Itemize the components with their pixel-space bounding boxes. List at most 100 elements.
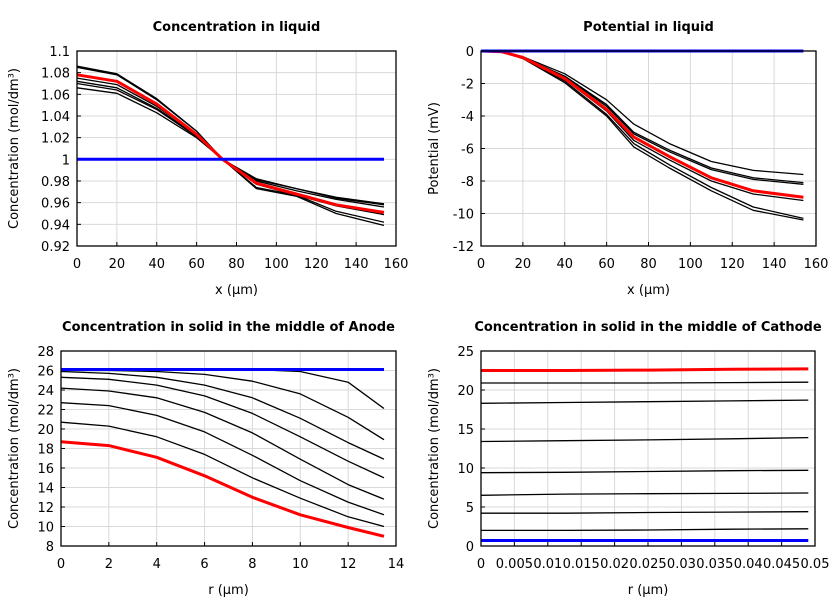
- x-tick-label: 6: [200, 557, 208, 572]
- x-tick-label: 160: [804, 257, 829, 272]
- x-tick-label: 0: [57, 557, 65, 572]
- series-line: [480, 399, 809, 404]
- y-tick-label: 1: [62, 153, 70, 168]
- x-tick-label: 0.05: [801, 557, 830, 572]
- y-tick-label: 16: [37, 462, 54, 477]
- x-tick-label: 4: [153, 557, 161, 572]
- chart-0: 0 20 40 60 80 100 120 140 160 0.92 0.94 0.96 0.98 1 1.…: [7, 20, 408, 298]
- y-tick-label: 20: [457, 384, 474, 399]
- x-tick-label: 0.035: [696, 557, 733, 572]
- x-tick-label: 140: [344, 257, 369, 272]
- x-tick-label: 0.04: [734, 557, 763, 572]
- x-tick-label: 14: [388, 557, 405, 572]
- y-tick-label: 0.94: [41, 218, 70, 233]
- x-tick-label: 0.025: [629, 557, 666, 572]
- y-tick-label: 22: [37, 404, 54, 419]
- series-line: [481, 511, 809, 514]
- series-line: [76, 77, 385, 208]
- series-line: [481, 381, 809, 384]
- chart-title: Concentration in liquid: [153, 20, 321, 35]
- series-line: [481, 528, 809, 532]
- x-tick-label: 0.02: [600, 557, 629, 572]
- chart-title: Concentration in solid in the middle of …: [474, 320, 822, 335]
- y-tick-label: -10: [453, 208, 474, 223]
- series-line: [480, 436, 809, 443]
- x-tick-label: 20: [109, 257, 126, 272]
- series-line: [481, 367, 809, 372]
- chart-3: 0 0.005 0.01 0.015 0.02 0.025 0.03 0.035 0.04 0.0…: [427, 320, 829, 598]
- series-line: [60, 402, 385, 516]
- y-tick-label: 10: [37, 521, 54, 536]
- x-tick-label: 20: [515, 257, 532, 272]
- y-tick-label: 0.92: [41, 240, 70, 255]
- y-tick-label: 20: [37, 423, 54, 438]
- x-tick-label: 12: [340, 557, 357, 572]
- y-tick-label: -8: [461, 175, 474, 190]
- x-tick-label: 80: [640, 257, 657, 272]
- x-tick-label: 60: [598, 257, 615, 272]
- x-tick-label: 0: [477, 557, 485, 572]
- x-tick-label: 140: [762, 257, 787, 272]
- y-tick-label: 26: [37, 365, 54, 380]
- y-tick-label: 10: [457, 462, 474, 477]
- series-line: [480, 49, 804, 199]
- series-line: [480, 50, 804, 184]
- x-tick-label: 80: [228, 257, 245, 272]
- x-tick-label: 0: [477, 257, 485, 272]
- y-tick-label: 0.98: [41, 175, 70, 190]
- chart-title: Concentration in solid in the middle of …: [62, 320, 395, 335]
- y-tick-label: -12: [453, 240, 474, 255]
- x-tick-label: 8: [248, 557, 256, 572]
- x-axis-label: x (µm): [627, 283, 670, 298]
- x-tick-label: 160: [384, 257, 409, 272]
- y-tick-label: 8: [46, 540, 54, 555]
- y-tick-label: 1.04: [41, 110, 70, 125]
- y-tick-label: -2: [461, 78, 474, 93]
- x-tick-label: 10: [292, 557, 309, 572]
- y-tick-label: 24: [37, 384, 54, 399]
- y-tick-label: -4: [461, 110, 474, 125]
- x-tick-label: 100: [264, 257, 289, 272]
- y-tick-label: 0: [466, 45, 474, 60]
- y-tick-label: 1.06: [41, 88, 70, 103]
- chart-title: Potential in liquid: [583, 20, 714, 35]
- y-axis-label: Concentration (mol/dm³): [427, 368, 442, 529]
- series-line: [480, 469, 809, 474]
- y-tick-label: 0.96: [41, 197, 70, 212]
- series-line: [76, 73, 385, 214]
- plot-frame: [76, 50, 397, 247]
- y-axis-label: Potential (mV): [427, 102, 442, 195]
- x-tick-label: 0.015: [563, 557, 600, 572]
- y-tick-label: -6: [461, 143, 474, 158]
- y-axis-label: Concentration (mol/dm³): [7, 368, 22, 529]
- y-axis-label: Concentration (mol/dm³): [7, 68, 22, 229]
- series-line: [60, 421, 385, 528]
- y-tick-label: 0: [466, 540, 474, 555]
- x-tick-label: 2: [105, 557, 113, 572]
- series-line: [480, 492, 809, 496]
- x-tick-label: 60: [188, 257, 205, 272]
- x-tick-label: 100: [678, 257, 703, 272]
- y-tick-label: 1.02: [41, 132, 70, 147]
- series-line: [480, 50, 804, 185]
- x-tick-label: 0.045: [763, 557, 800, 572]
- series-line: [76, 65, 385, 205]
- series-line: [60, 387, 385, 500]
- x-tick-label: 40: [148, 257, 165, 272]
- y-tick-label: 1.08: [41, 67, 70, 82]
- x-tick-label: 120: [304, 257, 329, 272]
- x-tick-label: 0.03: [667, 557, 696, 572]
- x-tick-label: 0: [73, 257, 81, 272]
- x-tick-label: 120: [720, 257, 745, 272]
- chart-1: 0 20 40 60 80 100 120 140 160 -12 -10 -8 -6 -4 -2 0 Pote…: [427, 20, 828, 298]
- x-axis-label: r (µm): [208, 583, 249, 598]
- x-axis-label: x (µm): [215, 283, 258, 298]
- series-line: [60, 440, 385, 538]
- y-tick-label: 28: [37, 345, 54, 360]
- series-line: [76, 80, 385, 216]
- series-line: [60, 376, 385, 479]
- y-tick-label: 5: [466, 501, 474, 516]
- x-tick-label: 0.01: [533, 557, 562, 572]
- y-tick-label: 18: [37, 443, 54, 458]
